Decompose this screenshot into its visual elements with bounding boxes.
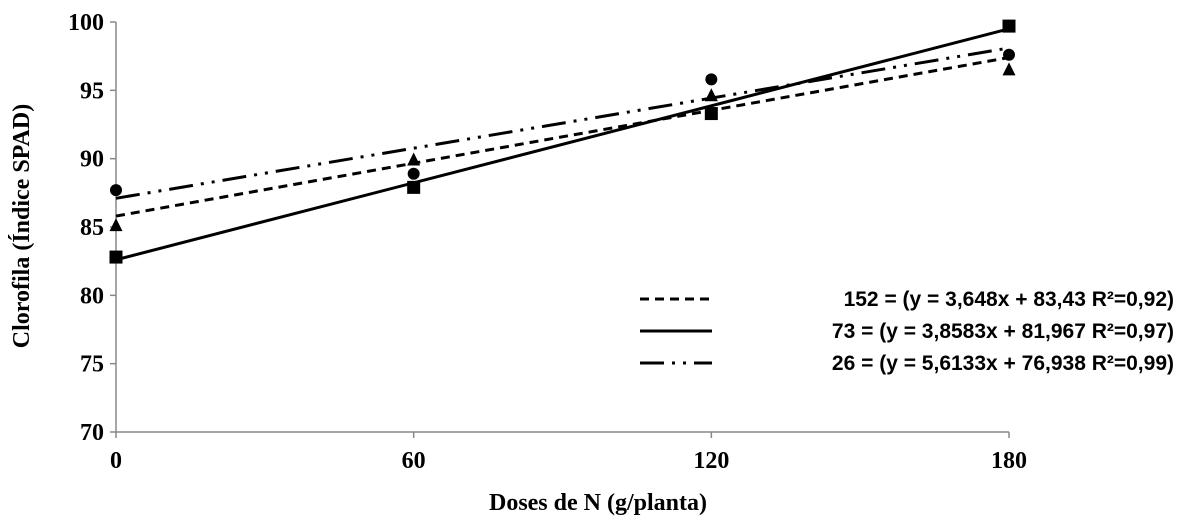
data-point-series-1 [407, 167, 420, 180]
y-tick-label: 85 [80, 215, 104, 241]
y-tick-label: 90 [80, 147, 104, 173]
x-ticks: 0 60 120 180 [110, 432, 1027, 474]
data-point-series-3 [1002, 62, 1016, 76]
trendline-series-1 [115, 56, 1010, 218]
data-point-series-2 [109, 250, 123, 264]
data-point-series-1 [705, 73, 718, 86]
data-point-series-2 [407, 180, 421, 194]
legend: 152 = (y = 3,648x + 83,43 R²=0,92) 73 = (… [640, 288, 1174, 375]
trendline-series-3 [115, 46, 1010, 200]
legend-label-series-2: 73 = (y = 3,8583x + 81,967 R²=0,97) [832, 320, 1174, 343]
y-tick-label: 75 [80, 352, 104, 378]
data-point-series-3 [109, 218, 123, 232]
x-axis-title: Doses de N (g/planta) [489, 490, 707, 516]
legend-label-series-3: 26 = (y = 5,6133x + 76,938 R²=0,99) [832, 352, 1174, 375]
y-tick-label: 80 [80, 283, 104, 309]
data-point-series-2 [704, 107, 718, 121]
y-axis-title: Clorofila (Índice SPAD) [9, 104, 35, 348]
y-tick-label: 95 [80, 78, 104, 104]
trendlines [115, 27, 1010, 262]
legend-label-series-1: 152 = (y = 3,648x + 83,43 R²=0,92) [844, 288, 1174, 311]
x-tick-label: 0 [110, 448, 122, 474]
x-tick-label: 180 [991, 448, 1027, 474]
trendline-series-2 [115, 27, 1010, 262]
y-ticks: 70 75 80 85 90 95 100 [68, 10, 116, 446]
y-tick-label: 70 [80, 420, 104, 446]
data-point-series-2 [1002, 19, 1016, 33]
y-tick-label: 100 [68, 10, 104, 36]
data-point-series-1 [1003, 48, 1015, 61]
x-tick-label: 60 [402, 448, 426, 474]
data-point-series-3 [407, 152, 421, 166]
data-points [109, 19, 1016, 264]
data-point-series-3 [704, 88, 718, 102]
data-point-series-1 [110, 184, 122, 197]
x-tick-label: 120 [693, 448, 729, 474]
